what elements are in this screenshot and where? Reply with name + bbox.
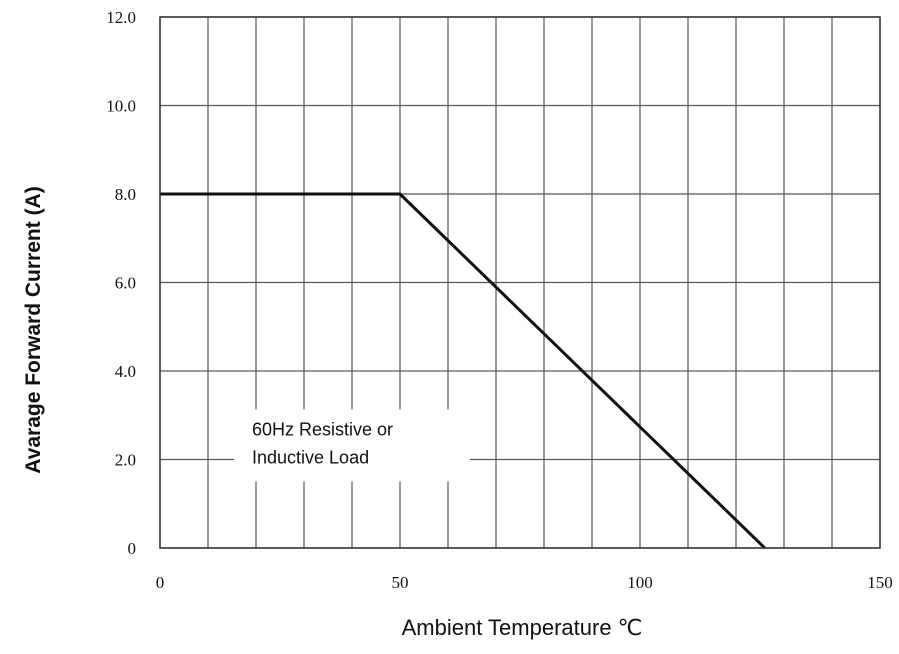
x-axis-label: Ambient Temperature ℃ [402,615,643,640]
x-tick-label: 100 [627,573,653,592]
annotation-background [234,409,470,482]
series-layer [160,192,766,550]
y-tick-label: 10.0 [106,97,136,116]
y-tick-label: 2.0 [115,451,136,470]
y-tick-label: 8.0 [115,185,136,204]
annotation-line-2: Inductive Load [252,448,369,468]
x-tick-label: 150 [867,573,893,592]
y-tick-label: 4.0 [115,362,136,381]
x-tick-label: 0 [156,573,165,592]
y-tick-label: 6.0 [115,274,136,293]
y-axis-label: Avarage Forward Current (A) [22,186,45,473]
y-tick-label: 0 [128,539,137,558]
annotation-line-1: 60Hz Resistive or [252,420,393,440]
y-tick-labels: 0 2.0 4.0 6.0 8.0 10.0 12.0 [106,8,136,558]
plot-frame [159,16,881,549]
series-line-0 [160,192,766,550]
y-tick-label: 12.0 [106,8,136,27]
x-tick-label: 50 [392,573,409,592]
x-tick-labels: 0 50 100 150 [156,573,893,592]
